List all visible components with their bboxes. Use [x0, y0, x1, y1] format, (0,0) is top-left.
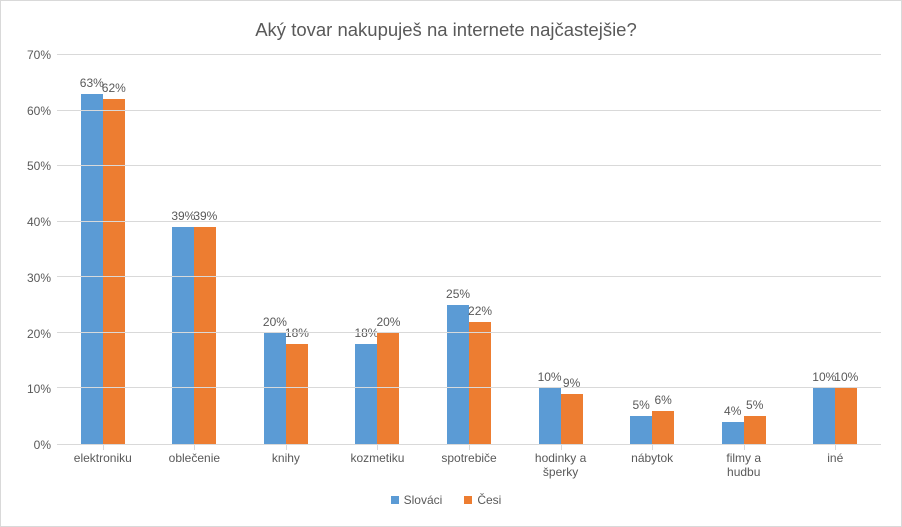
bars-layer: 63%62%39%39%20%18%18%20%25%22%10%9%5%6%4… — [57, 55, 881, 444]
gridline — [57, 276, 881, 277]
legend-swatch — [391, 496, 399, 504]
bar-value-label: 10% — [812, 370, 836, 384]
x-tick-mark — [286, 445, 287, 450]
x-tick-mark — [103, 445, 104, 450]
chart-container: Aký tovar nakupuješ na internete najčast… — [0, 0, 902, 527]
gridline — [57, 387, 881, 388]
x-tick: filmy ahudbu — [698, 445, 790, 485]
bar-value-label: 10% — [538, 370, 562, 384]
x-tick-mark — [469, 445, 470, 450]
x-tick-mark — [194, 445, 195, 450]
x-label: filmy ahudbu — [698, 445, 790, 480]
bar: 39% — [172, 227, 194, 444]
y-tick-label: 50% — [27, 159, 51, 173]
bar: 6% — [652, 411, 674, 444]
x-tick: hodinky ašperky — [515, 445, 607, 485]
x-tick-mark — [652, 445, 653, 450]
x-tick: spotrebiče — [423, 445, 515, 485]
x-tick: iné — [790, 445, 882, 485]
bar-group: 20%18% — [240, 55, 332, 444]
bar: 10% — [813, 388, 835, 444]
bar-value-label: 18% — [285, 326, 309, 340]
plot-wrap: 0%10%20%30%40%50%60%70% 63%62%39%39%20%1… — [11, 55, 881, 445]
bar: 10% — [835, 388, 857, 444]
bar-value-label: 5% — [746, 398, 763, 412]
x-tick: kozmetiku — [332, 445, 424, 485]
bar-group: 25%22% — [423, 55, 515, 444]
bar: 10% — [539, 388, 561, 444]
chart-title: Aký tovar nakupuješ na internete najčast… — [11, 11, 881, 55]
x-tick-mark — [561, 445, 562, 450]
bar-group: 18%20% — [332, 55, 424, 444]
y-tick-label: 30% — [27, 271, 51, 285]
gridline — [57, 221, 881, 222]
bar-group: 10%9% — [515, 55, 607, 444]
x-tick: knihy — [240, 445, 332, 485]
bar-value-label: 6% — [654, 393, 671, 407]
bar: 9% — [561, 394, 583, 444]
x-label: hodinky ašperky — [515, 445, 607, 480]
bar-value-label: 5% — [632, 398, 649, 412]
bar-group: 5%6% — [606, 55, 698, 444]
bar: 63% — [81, 94, 103, 444]
bar-value-label: 18% — [354, 326, 378, 340]
bar-group: 63%62% — [57, 55, 149, 444]
bar-value-label: 20% — [376, 315, 400, 329]
x-tick: oblečenie — [149, 445, 241, 485]
bar: 18% — [355, 344, 377, 444]
legend-swatch — [464, 496, 472, 504]
bar-value-label: 4% — [724, 404, 741, 418]
bar-group: 39%39% — [149, 55, 241, 444]
bar: 4% — [722, 422, 744, 444]
bar: 39% — [194, 227, 216, 444]
x-tick-mark — [744, 445, 745, 450]
y-tick-label: 10% — [27, 382, 51, 396]
gridline — [57, 165, 881, 166]
bar-value-label: 22% — [468, 304, 492, 318]
bar: 62% — [103, 99, 125, 444]
bar: 22% — [469, 322, 491, 444]
y-tick-label: 70% — [27, 48, 51, 62]
bar: 25% — [447, 305, 469, 444]
legend-label: Česi — [477, 493, 501, 507]
bar: 5% — [744, 416, 766, 444]
x-tick: elektroniku — [57, 445, 149, 485]
bar-value-label: 10% — [834, 370, 858, 384]
bar-group: 10%10% — [790, 55, 882, 444]
y-tick-label: 60% — [27, 104, 51, 118]
bar-value-label: 62% — [102, 81, 126, 95]
x-axis: elektronikuoblečenieknihykozmetikuspotre… — [57, 445, 881, 485]
y-tick-label: 40% — [27, 215, 51, 229]
x-tick-mark — [835, 445, 836, 450]
bar-value-label: 63% — [80, 76, 104, 90]
gridline — [57, 54, 881, 55]
bar: 18% — [286, 344, 308, 444]
x-tick: nábytok — [606, 445, 698, 485]
legend: Slováci Česi — [11, 493, 881, 507]
gridline — [57, 110, 881, 111]
legend-item: Slováci — [391, 493, 443, 507]
legend-item: Česi — [464, 493, 501, 507]
x-tick-mark — [377, 445, 378, 450]
gridline — [57, 332, 881, 333]
bar: 5% — [630, 416, 652, 444]
y-axis: 0%10%20%30%40%50%60%70% — [11, 55, 57, 445]
bar-value-label: 20% — [263, 315, 287, 329]
bar-value-label: 25% — [446, 287, 470, 301]
plot-area: 63%62%39%39%20%18%18%20%25%22%10%9%5%6%4… — [57, 55, 881, 445]
bar-group: 4%5% — [698, 55, 790, 444]
y-tick-label: 20% — [27, 327, 51, 341]
legend-label: Slováci — [404, 493, 443, 507]
y-tick-label: 0% — [34, 438, 51, 452]
